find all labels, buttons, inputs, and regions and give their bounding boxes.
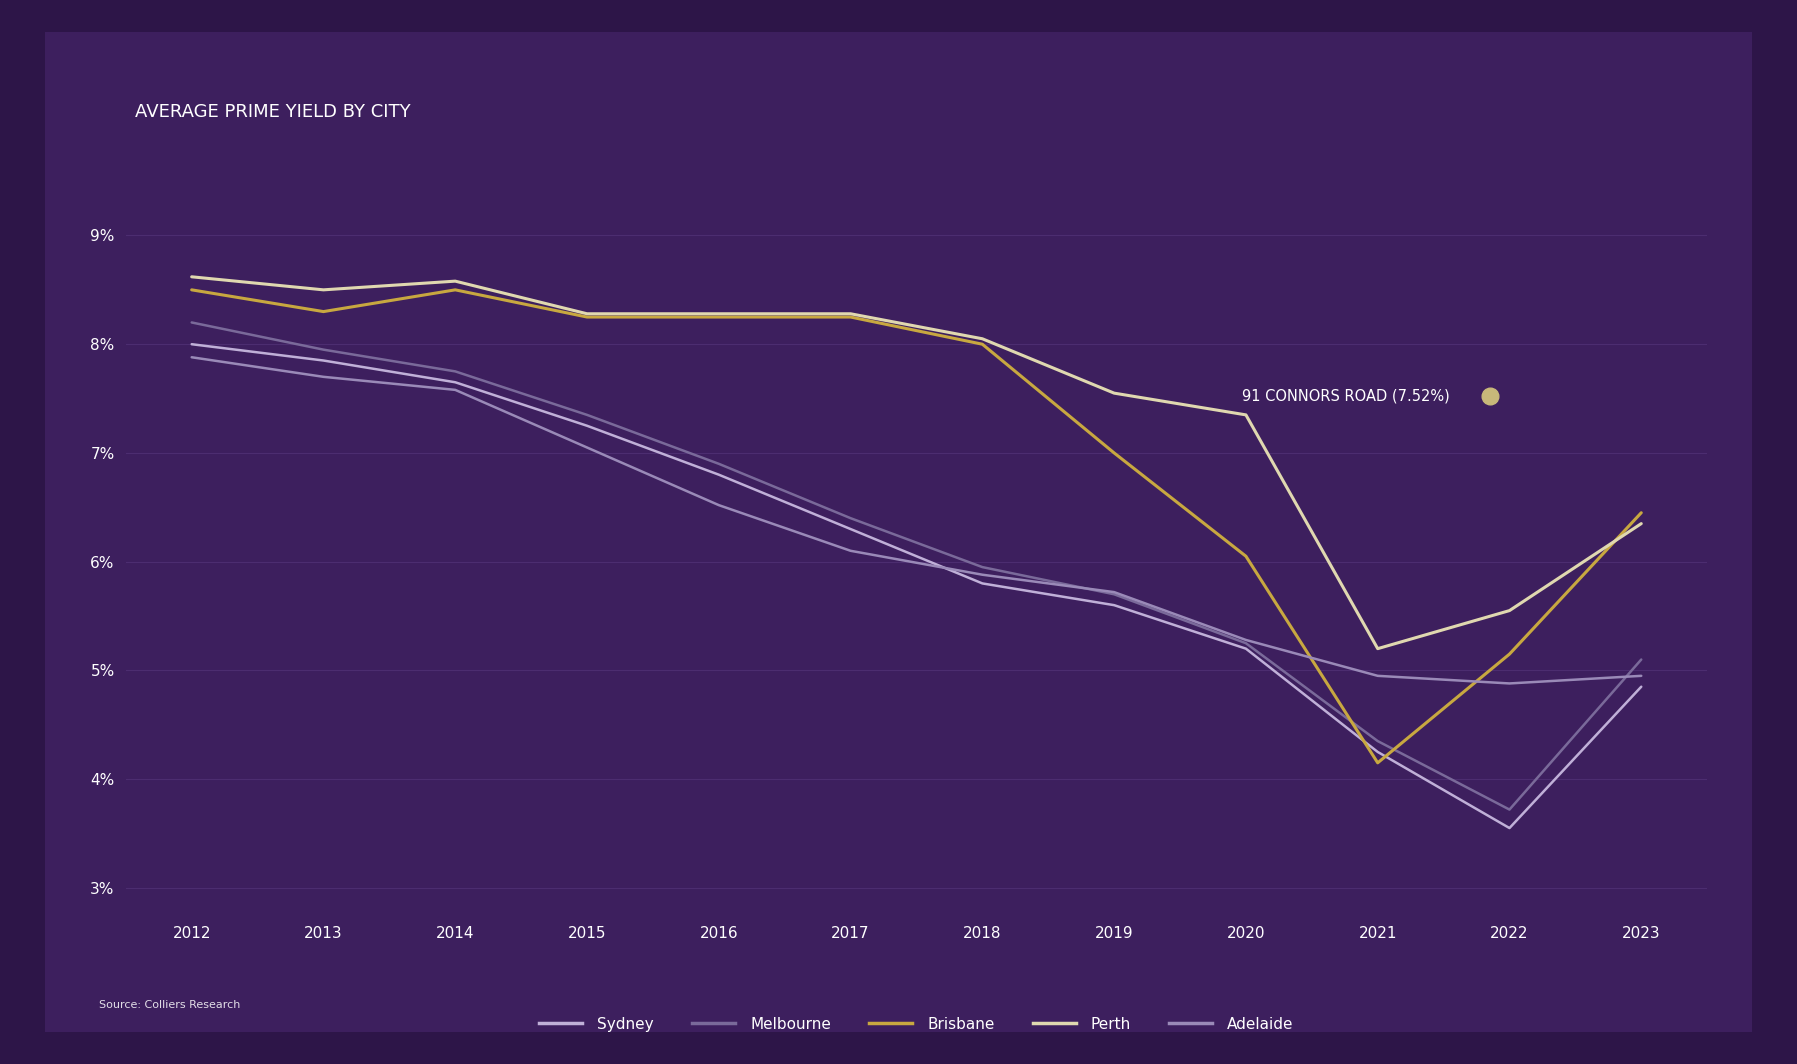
Perth: [1235, 409, 1256, 421]
Adelaide: [708, 499, 730, 512]
Brisbane: [577, 311, 598, 323]
Adelaide: [444, 383, 465, 396]
Brisbane: [1368, 757, 1389, 769]
Perth: [972, 332, 994, 345]
Adelaide: [1630, 669, 1651, 682]
Brisbane: [313, 305, 334, 318]
Brisbane: [708, 311, 730, 323]
Perth: [708, 307, 730, 320]
Brisbane: [1235, 550, 1256, 563]
Adelaide: [1103, 585, 1125, 598]
Line: Perth: Perth: [192, 277, 1641, 649]
Melbourne: [577, 409, 598, 421]
Sydney: [1630, 680, 1651, 693]
Sydney: [972, 577, 994, 589]
Sydney: [1368, 746, 1389, 759]
Brisbane: [444, 283, 465, 296]
Adelaide: [1235, 633, 1256, 646]
Melbourne: [1499, 803, 1520, 816]
Adelaide: [839, 545, 861, 558]
Perth: [181, 270, 203, 283]
Perth: [1368, 643, 1389, 655]
Text: Source: Colliers Research: Source: Colliers Research: [99, 1000, 241, 1011]
Perth: [1103, 386, 1125, 399]
Melbourne: [1235, 637, 1256, 650]
Sydney: [1499, 821, 1520, 834]
Melbourne: [1368, 734, 1389, 747]
Adelaide: [972, 568, 994, 581]
Perth: [444, 275, 465, 287]
Melbourne: [181, 316, 203, 329]
Sydney: [1235, 643, 1256, 655]
Text: AVERAGE PRIME YIELD BY CITY: AVERAGE PRIME YIELD BY CITY: [135, 103, 410, 120]
Sydney: [708, 468, 730, 481]
Line: Adelaide: Adelaide: [192, 358, 1641, 683]
Adelaide: [1499, 677, 1520, 689]
Perth: [839, 307, 861, 320]
Sydney: [181, 338, 203, 351]
Melbourne: [839, 512, 861, 525]
Legend: Sydney, Melbourne, Brisbane, Perth, Adelaide: Sydney, Melbourne, Brisbane, Perth, Adel…: [534, 1011, 1299, 1037]
Brisbane: [181, 283, 203, 296]
Brisbane: [839, 311, 861, 323]
Brisbane: [1630, 506, 1651, 519]
Text: 91 CONNORS ROAD (7.52%): 91 CONNORS ROAD (7.52%): [1242, 389, 1450, 404]
Adelaide: [1368, 669, 1389, 682]
Brisbane: [1499, 648, 1520, 661]
Adelaide: [577, 442, 598, 454]
Line: Brisbane: Brisbane: [192, 289, 1641, 763]
Melbourne: [972, 561, 994, 573]
Brisbane: [1103, 447, 1125, 460]
Perth: [577, 307, 598, 320]
Melbourne: [313, 344, 334, 356]
Adelaide: [181, 351, 203, 364]
Sydney: [839, 522, 861, 535]
Line: Sydney: Sydney: [192, 345, 1641, 828]
Perth: [1630, 517, 1651, 530]
Melbourne: [444, 365, 465, 378]
Sydney: [1103, 599, 1125, 612]
Melbourne: [1103, 588, 1125, 601]
Sydney: [577, 419, 598, 432]
Melbourne: [1630, 653, 1651, 666]
Sydney: [444, 376, 465, 388]
Sydney: [313, 354, 334, 367]
Line: Melbourne: Melbourne: [192, 322, 1641, 810]
Perth: [1499, 604, 1520, 617]
Melbourne: [708, 458, 730, 470]
Brisbane: [972, 338, 994, 351]
Adelaide: [313, 370, 334, 383]
Perth: [313, 283, 334, 296]
